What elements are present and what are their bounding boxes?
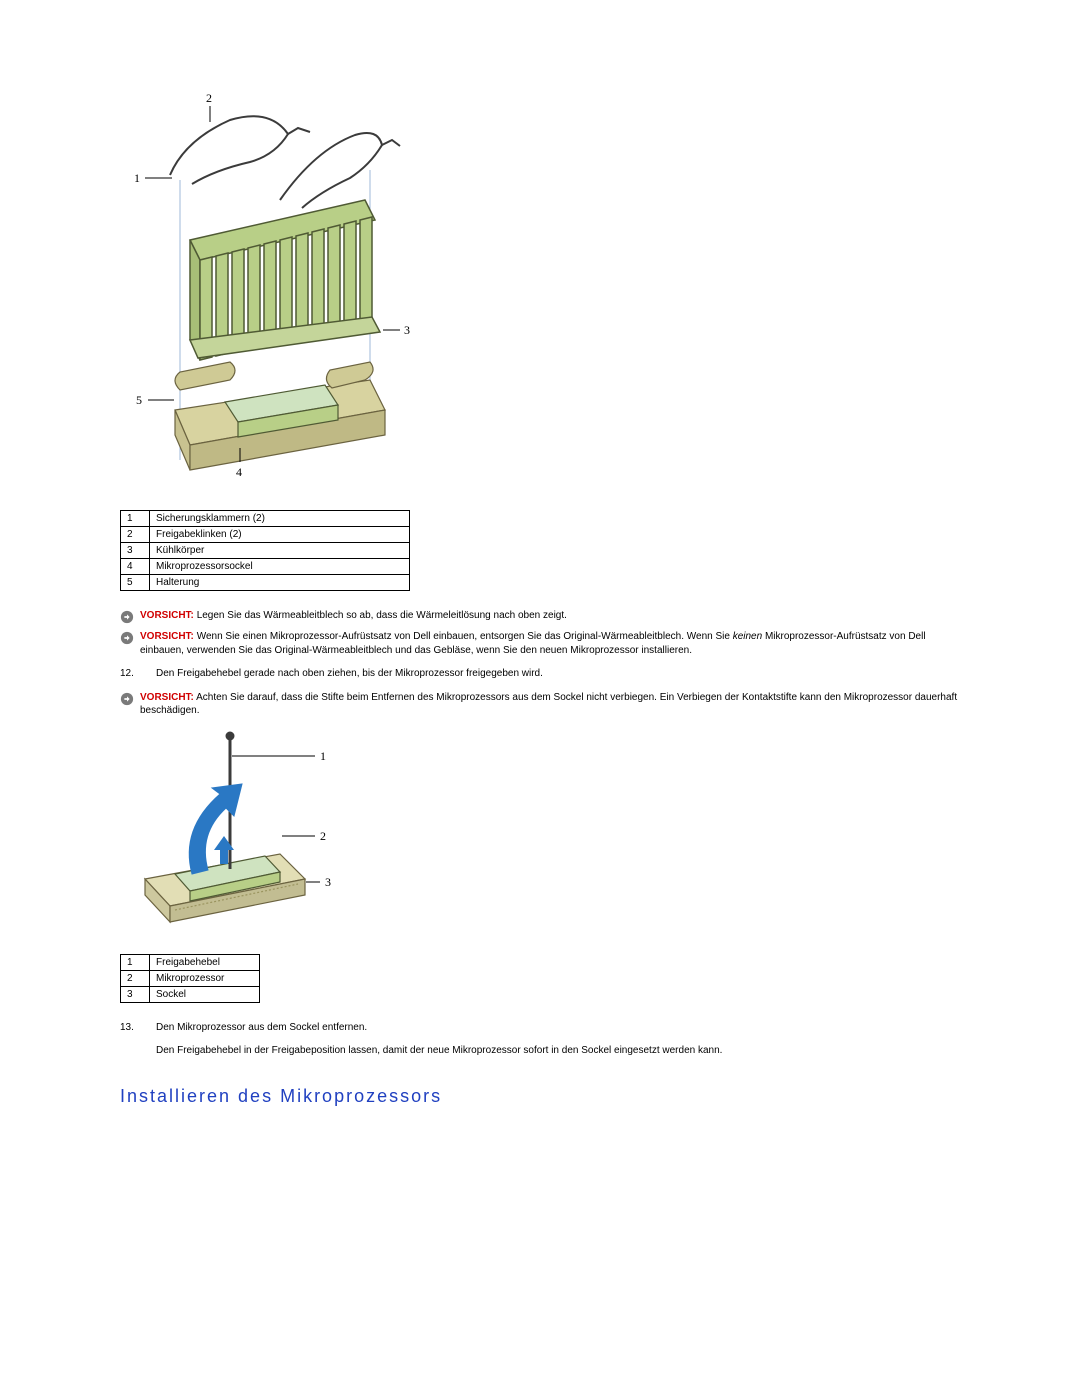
step-13: 13. Den Mikroprozessor aus dem Sockel en… [120, 1021, 970, 1035]
part-label: Sockel [150, 986, 260, 1002]
figure-release-lever: 1 2 3 [120, 724, 970, 944]
fig1-callout-3: 3 [404, 323, 410, 337]
table-row: 1 Sicherungsklammern (2) [121, 511, 410, 527]
page: 1 2 3 4 5 1 Sicherungsklammern (2) 2 Fre… [0, 0, 1080, 1397]
fig2-callout-3: 3 [325, 875, 331, 889]
fig1-callout-2: 2 [206, 91, 212, 105]
part-num: 2 [121, 970, 150, 986]
caution-body-pre: Wenn Sie einen Mikroprozessor-Aufrüstsat… [197, 631, 733, 642]
step-number: 13. [120, 1021, 146, 1035]
caution-label: VORSICHT: [140, 631, 194, 642]
part-num: 1 [121, 954, 150, 970]
fig2-callout-1: 1 [320, 749, 326, 763]
step-12: 12. Den Freigabehebel gerade nach oben z… [120, 667, 970, 681]
figure1-parts-table: 1 Sicherungsklammern (2) 2 Freigabeklink… [120, 510, 410, 591]
part-label: Freigabehebel [150, 954, 260, 970]
fig1-callout-5: 5 [136, 393, 142, 407]
part-num: 4 [121, 559, 150, 575]
table-row: 1 Freigabehebel [121, 954, 260, 970]
fig2-callout-2: 2 [320, 829, 326, 843]
step-13-paragraph: Den Freigabehebel in der Freigabepositio… [156, 1044, 970, 1058]
part-label: Sicherungsklammern (2) [150, 511, 410, 527]
table-row: 3 Kühlkörper [121, 543, 410, 559]
part-label: Freigabeklinken (2) [150, 527, 410, 543]
part-label: Kühlkörper [150, 543, 410, 559]
table-row: 2 Mikroprozessor [121, 970, 260, 986]
part-num: 3 [121, 543, 150, 559]
part-label: Mikroprozessor [150, 970, 260, 986]
step-text: Den Mikroprozessor aus dem Sockel entfer… [156, 1021, 970, 1035]
caution-icon [120, 631, 134, 645]
table-row: 3 Sockel [121, 986, 260, 1002]
step-text: Den Freigabehebel gerade nach oben ziehe… [156, 667, 970, 681]
caution-label: VORSICHT: [140, 610, 194, 621]
fig1-callout-1: 1 [134, 171, 140, 185]
caution-text: VORSICHT: Achten Sie darauf, dass die St… [140, 691, 970, 718]
table-row: 5 Halterung [121, 575, 410, 591]
caution-body-em: keinen [733, 631, 762, 642]
fig1-callout-4: 4 [236, 465, 242, 479]
caution-label: VORSICHT: [140, 692, 194, 703]
caution-icon [120, 692, 134, 706]
caution-body: Legen Sie das Wärmeableitblech so ab, da… [197, 610, 567, 621]
part-num: 5 [121, 575, 150, 591]
caution-body: Achten Sie darauf, dass die Stifte beim … [140, 692, 957, 717]
part-label: Halterung [150, 575, 410, 591]
part-label: Mikroprozessorsockel [150, 559, 410, 575]
part-num: 2 [121, 527, 150, 543]
figure-heatsink: 1 2 3 4 5 [120, 80, 970, 500]
caution-note-2: VORSICHT: Wenn Sie einen Mikroprozessor-… [120, 630, 970, 657]
part-num: 1 [121, 511, 150, 527]
table-row: 2 Freigabeklinken (2) [121, 527, 410, 543]
caution-note-1: VORSICHT: Legen Sie das Wärmeableitblech… [120, 609, 970, 624]
part-num: 3 [121, 986, 150, 1002]
caution-text: VORSICHT: Legen Sie das Wärmeableitblech… [140, 609, 970, 623]
caution-text: VORSICHT: Wenn Sie einen Mikroprozessor-… [140, 630, 970, 657]
caution-note-3: VORSICHT: Achten Sie darauf, dass die St… [120, 691, 970, 718]
caution-icon [120, 610, 134, 624]
step-number: 12. [120, 667, 146, 681]
figure2-parts-table: 1 Freigabehebel 2 Mikroprozessor 3 Socke… [120, 954, 260, 1003]
table-row: 4 Mikroprozessorsockel [121, 559, 410, 575]
section-heading: Installieren des Mikroprozessors [120, 1086, 970, 1107]
